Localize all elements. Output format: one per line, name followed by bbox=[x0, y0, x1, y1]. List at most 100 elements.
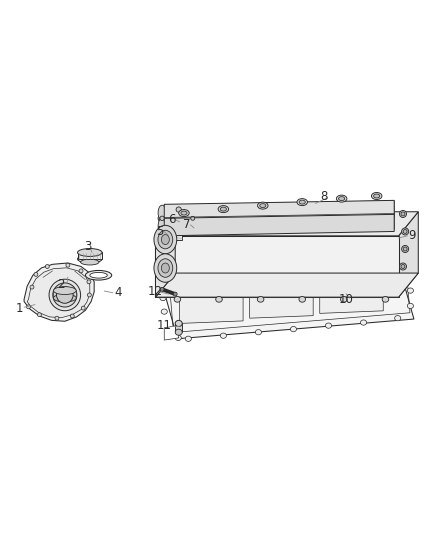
Ellipse shape bbox=[78, 248, 102, 256]
Ellipse shape bbox=[360, 320, 367, 325]
Text: 9: 9 bbox=[408, 229, 416, 243]
Ellipse shape bbox=[339, 265, 345, 270]
Ellipse shape bbox=[260, 204, 266, 207]
Ellipse shape bbox=[220, 333, 226, 338]
Ellipse shape bbox=[304, 268, 310, 273]
Polygon shape bbox=[24, 263, 94, 321]
Polygon shape bbox=[190, 221, 195, 235]
Ellipse shape bbox=[403, 230, 407, 233]
Polygon shape bbox=[175, 213, 182, 240]
Ellipse shape bbox=[297, 199, 307, 206]
Ellipse shape bbox=[70, 314, 74, 318]
Ellipse shape bbox=[340, 296, 347, 302]
Ellipse shape bbox=[374, 262, 380, 268]
Polygon shape bbox=[320, 285, 383, 313]
Ellipse shape bbox=[85, 270, 112, 280]
Ellipse shape bbox=[198, 279, 205, 284]
Ellipse shape bbox=[57, 287, 73, 303]
Ellipse shape bbox=[257, 296, 264, 302]
Text: 6: 6 bbox=[168, 213, 176, 226]
Ellipse shape bbox=[27, 305, 31, 309]
Ellipse shape bbox=[154, 225, 177, 254]
Polygon shape bbox=[155, 212, 418, 236]
Ellipse shape bbox=[174, 205, 183, 214]
Polygon shape bbox=[250, 289, 313, 318]
Ellipse shape bbox=[290, 327, 297, 332]
Ellipse shape bbox=[158, 219, 166, 233]
Ellipse shape bbox=[179, 209, 189, 216]
Ellipse shape bbox=[371, 192, 382, 199]
Ellipse shape bbox=[66, 263, 70, 267]
Ellipse shape bbox=[55, 316, 59, 320]
Ellipse shape bbox=[233, 275, 240, 280]
Polygon shape bbox=[78, 253, 102, 259]
Ellipse shape bbox=[215, 296, 222, 302]
Ellipse shape bbox=[339, 197, 345, 200]
Polygon shape bbox=[164, 326, 179, 340]
Polygon shape bbox=[159, 221, 165, 241]
Ellipse shape bbox=[78, 255, 102, 263]
Ellipse shape bbox=[154, 254, 177, 282]
Polygon shape bbox=[162, 264, 414, 339]
Ellipse shape bbox=[399, 211, 406, 217]
Ellipse shape bbox=[161, 263, 170, 273]
Polygon shape bbox=[155, 212, 175, 297]
Ellipse shape bbox=[87, 280, 91, 284]
Ellipse shape bbox=[158, 259, 173, 277]
Text: 7: 7 bbox=[183, 219, 191, 231]
Ellipse shape bbox=[394, 263, 400, 268]
Ellipse shape bbox=[81, 306, 85, 310]
Ellipse shape bbox=[395, 316, 401, 321]
Ellipse shape bbox=[49, 279, 81, 311]
Ellipse shape bbox=[403, 247, 407, 251]
Polygon shape bbox=[180, 295, 243, 324]
Ellipse shape bbox=[161, 309, 167, 314]
Ellipse shape bbox=[176, 207, 181, 212]
Ellipse shape bbox=[34, 272, 38, 276]
Ellipse shape bbox=[160, 287, 164, 291]
Polygon shape bbox=[164, 214, 394, 236]
Polygon shape bbox=[175, 324, 182, 332]
Ellipse shape bbox=[30, 285, 34, 289]
Ellipse shape bbox=[174, 296, 180, 302]
Polygon shape bbox=[155, 273, 418, 297]
Ellipse shape bbox=[325, 323, 332, 328]
Ellipse shape bbox=[407, 288, 413, 293]
Ellipse shape bbox=[402, 228, 409, 235]
Ellipse shape bbox=[175, 329, 182, 335]
Ellipse shape bbox=[160, 295, 166, 301]
Ellipse shape bbox=[158, 205, 166, 221]
Ellipse shape bbox=[220, 207, 226, 211]
Text: 5: 5 bbox=[156, 225, 163, 238]
Ellipse shape bbox=[53, 283, 77, 307]
Polygon shape bbox=[164, 201, 394, 221]
Ellipse shape bbox=[185, 336, 191, 342]
Ellipse shape bbox=[268, 272, 275, 277]
Polygon shape bbox=[53, 290, 76, 298]
Polygon shape bbox=[164, 214, 394, 233]
Ellipse shape bbox=[401, 264, 405, 269]
Ellipse shape bbox=[173, 292, 177, 296]
Text: 11: 11 bbox=[157, 319, 172, 332]
Ellipse shape bbox=[374, 194, 380, 198]
Ellipse shape bbox=[258, 202, 268, 209]
Ellipse shape bbox=[382, 296, 389, 302]
Ellipse shape bbox=[218, 206, 229, 213]
Polygon shape bbox=[155, 236, 399, 297]
Ellipse shape bbox=[166, 282, 172, 288]
Ellipse shape bbox=[81, 259, 99, 265]
Text: 12: 12 bbox=[148, 285, 163, 298]
Ellipse shape bbox=[401, 212, 405, 216]
Polygon shape bbox=[27, 268, 90, 318]
Polygon shape bbox=[164, 200, 394, 221]
Ellipse shape bbox=[158, 230, 173, 249]
Ellipse shape bbox=[191, 216, 195, 220]
Ellipse shape bbox=[53, 294, 76, 302]
Ellipse shape bbox=[299, 296, 305, 302]
Ellipse shape bbox=[181, 211, 187, 215]
Ellipse shape bbox=[336, 195, 347, 202]
Ellipse shape bbox=[90, 272, 107, 278]
Ellipse shape bbox=[402, 246, 409, 253]
Text: 4: 4 bbox=[114, 286, 122, 300]
Ellipse shape bbox=[399, 263, 406, 270]
